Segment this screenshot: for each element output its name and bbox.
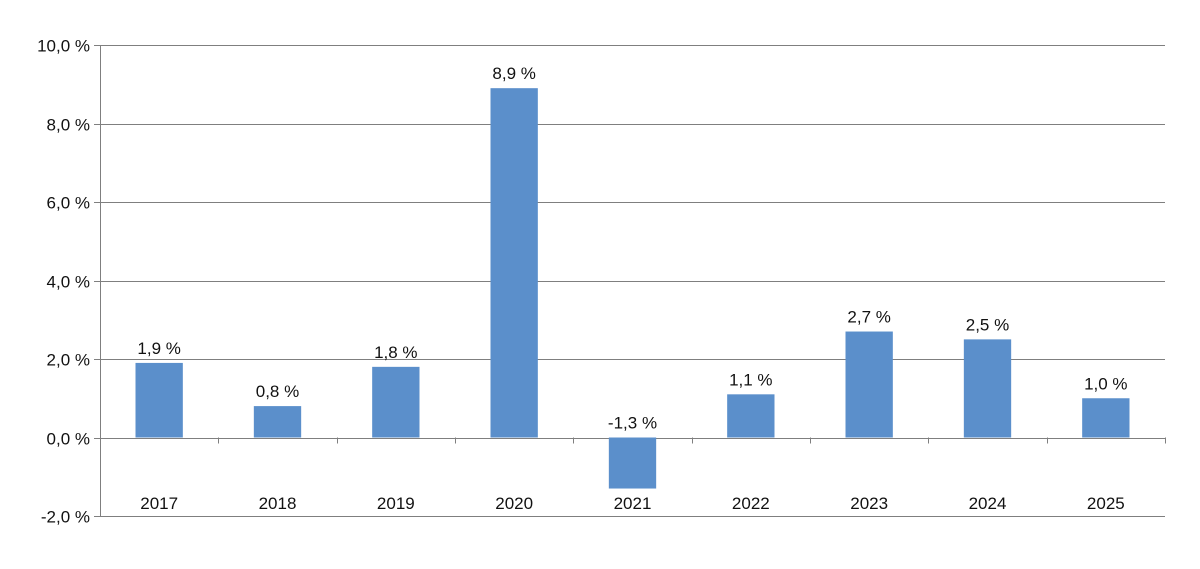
data-label-2019: 1,8 % xyxy=(374,343,417,362)
labels: -2,0 % 0,0 % 2,0 % 4,0 % 6,0 % 8,0 % 10,0 % 1,9… xyxy=(37,37,1128,527)
x-category-label: 2024 xyxy=(969,494,1007,513)
bar-2018 xyxy=(253,406,302,438)
x-category-label: 2019 xyxy=(377,494,415,513)
y-tick-label: 4,0 % xyxy=(47,273,90,292)
y-tick-label: 2,0 % xyxy=(47,351,90,370)
bar-2025 xyxy=(1082,398,1130,438)
x-category-label: 2021 xyxy=(614,494,652,513)
bar-2017 xyxy=(135,362,183,438)
bar-2019 xyxy=(372,366,420,438)
bars xyxy=(135,88,1130,489)
data-label-2022: 1,1 % xyxy=(729,370,772,389)
y-tick-label: 6,0 % xyxy=(47,194,90,213)
bar-2023 xyxy=(845,331,893,438)
x-category-label: 2020 xyxy=(495,494,533,513)
bar-2020 xyxy=(490,88,538,438)
x-category-label: 2018 xyxy=(259,494,297,513)
axes xyxy=(94,45,1166,517)
y-tick-label: 10,0 % xyxy=(37,37,90,56)
bar-2022 xyxy=(727,394,775,438)
data-label-2021: -1,3 % xyxy=(608,414,657,433)
x-category-label: 2022 xyxy=(732,494,770,513)
bar-2021 xyxy=(608,437,657,489)
x-category-label: 2017 xyxy=(140,494,178,513)
x-category-label: 2025 xyxy=(1087,494,1125,513)
y-tick-label: -2,0 % xyxy=(41,508,90,527)
data-label-2024: 2,5 % xyxy=(966,315,1009,334)
y-tick-label: 8,0 % xyxy=(47,116,90,135)
data-label-2018: 0,8 % xyxy=(256,382,299,401)
data-label-2023: 2,7 % xyxy=(847,308,890,327)
x-category-label: 2023 xyxy=(850,494,888,513)
data-label-2025: 1,0 % xyxy=(1084,374,1127,393)
data-label-2020: 8,9 % xyxy=(492,64,535,83)
data-label-2017: 1,9 % xyxy=(137,339,180,358)
bar-2024 xyxy=(963,339,1012,438)
gridlines xyxy=(100,45,1165,517)
y-tick-label: 0,0 % xyxy=(47,430,90,449)
